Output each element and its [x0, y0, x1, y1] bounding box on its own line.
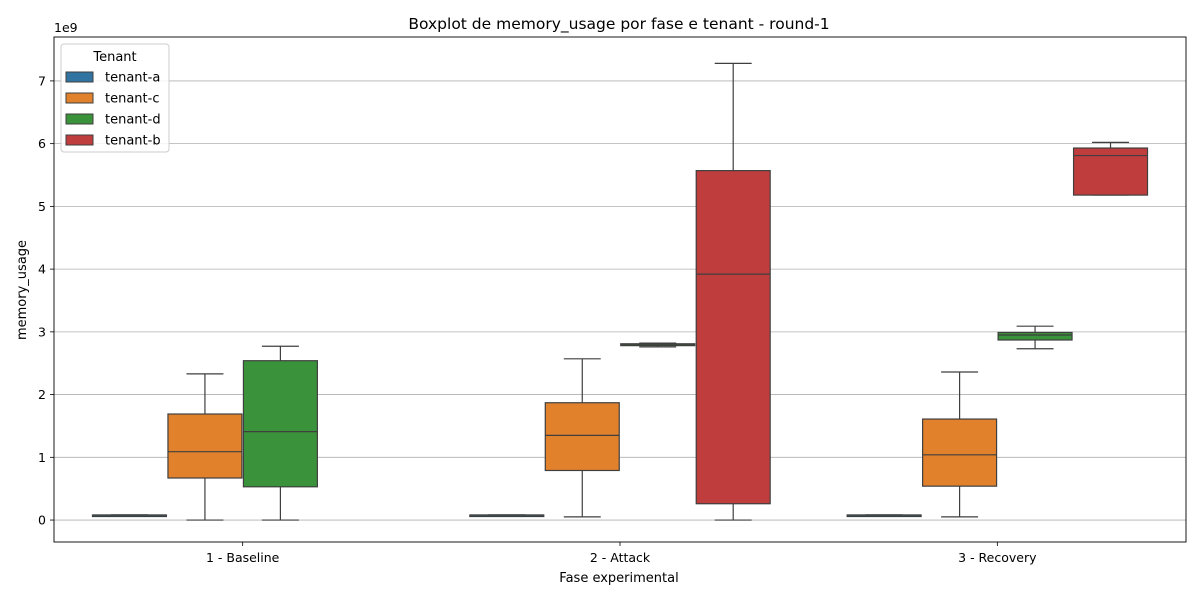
legend-label-tenant-c: tenant-c — [105, 92, 159, 107]
box-layer — [91, 62, 1149, 521]
y-tick-label: 1 — [38, 450, 46, 465]
y-axis: 0 1 2 3 4 5 6 7 — [38, 73, 54, 528]
legend: Tenant tenant-a tenant-c tenant-d tenant-b — [60, 43, 170, 153]
box-body — [167, 413, 243, 479]
box-tenant-c-2 — [544, 358, 620, 518]
box-tenant-b-2 — [695, 62, 771, 521]
box-tenant-c-3 — [922, 371, 998, 518]
x-axis: 1 - Baseline 2 - Attack 3 - Recovery — [206, 542, 1037, 565]
legend-title: Tenant — [92, 50, 136, 65]
box-tenant-d-2 — [620, 342, 696, 348]
y-tick-label: 3 — [38, 324, 46, 339]
y-tick-label: 7 — [38, 73, 46, 88]
x-tick-label: 1 - Baseline — [206, 550, 280, 565]
legend-frame — [60, 43, 170, 153]
y-axis-label: memory_usage — [15, 240, 30, 340]
legend-label-tenant-d: tenant-d — [105, 113, 161, 128]
box-tenant-b-3 — [1072, 141, 1149, 196]
legend-swatch-tenant-b — [65, 134, 94, 146]
grid-lines — [54, 80, 1186, 521]
box-tenant-a-1 — [91, 514, 168, 518]
box-body — [544, 402, 620, 472]
y-tick-label: 6 — [38, 136, 46, 151]
x-tick-label: 2 - Attack — [590, 550, 651, 565]
x-axis-label: Fase experimental — [559, 571, 678, 586]
box-body — [242, 360, 318, 488]
y-tick-label: 4 — [38, 262, 46, 277]
box-body — [922, 418, 998, 487]
y-axis-offset-label: 1e9 — [54, 20, 78, 35]
box-tenant-d-1 — [242, 345, 318, 521]
box-tenant-d-3 — [997, 325, 1073, 350]
y-tick-label: 2 — [38, 387, 46, 402]
box-tenant-a-3 — [846, 514, 922, 518]
legend-swatch-tenant-c — [65, 92, 94, 104]
box-body — [695, 170, 771, 505]
legend-swatch-tenant-a — [65, 71, 94, 83]
legend-label-tenant-a: tenant-a — [105, 71, 160, 86]
box-tenant-c-1 — [167, 373, 243, 521]
x-tick-label: 3 - Recovery — [958, 550, 1037, 565]
legend-swatch-tenant-d — [65, 113, 94, 125]
y-tick-label: 5 — [38, 199, 46, 214]
box-body — [997, 331, 1073, 341]
chart-title: Boxplot de memory_usage por fase e tenan… — [408, 15, 829, 34]
legend-label-tenant-b: tenant-b — [105, 134, 161, 149]
y-tick-label: 0 — [38, 513, 46, 528]
box-tenant-a-2 — [469, 514, 545, 518]
